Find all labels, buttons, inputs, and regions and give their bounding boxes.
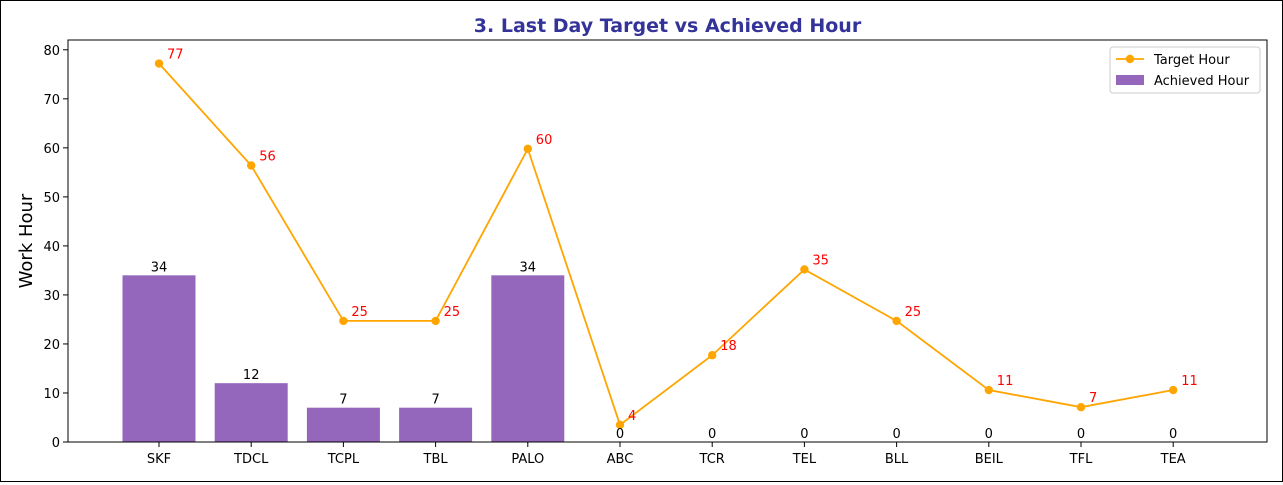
line-series <box>154 59 1178 430</box>
line-point <box>800 265 809 274</box>
line-value-label: 25 <box>444 305 461 320</box>
bar-value-label: 0 <box>616 427 624 442</box>
bar-value-label: 0 <box>800 427 808 442</box>
x-tick-label: TFL <box>1069 452 1093 467</box>
legend-bar-swatch <box>1116 75 1144 85</box>
bar-value-label: 0 <box>1077 427 1085 442</box>
x-tick-label: PALO <box>511 452 544 467</box>
y-tick-label: 10 <box>43 387 60 402</box>
legend-label-target: Target Hour <box>1153 53 1230 68</box>
bar-value-label: 34 <box>520 260 537 275</box>
line-value-label: 25 <box>905 305 922 320</box>
line-point <box>247 161 256 170</box>
bar-value-label: 0 <box>985 427 993 442</box>
line-value-label: 4 <box>628 409 636 424</box>
line-point <box>892 316 901 326</box>
bar-value-label: 0 <box>892 427 900 442</box>
x-tick-label: TBL <box>423 452 449 467</box>
line-point <box>339 316 348 326</box>
y-axis-label: Work Hour <box>16 193 37 288</box>
y-tick-label: 30 <box>43 289 60 304</box>
bar-value-label: 12 <box>243 368 260 383</box>
line-value-label: 7 <box>1089 391 1097 406</box>
bar <box>306 407 380 442</box>
bar <box>399 407 473 442</box>
y-tick-label: 40 <box>43 240 60 255</box>
x-tick-label: ABC <box>607 452 634 467</box>
line-point <box>1076 402 1086 412</box>
line-value-label: 60 <box>536 133 553 148</box>
y-tick-label: 80 <box>43 44 60 59</box>
bar <box>122 275 196 442</box>
legend: Target Hour Achieved Hour <box>1109 46 1261 94</box>
legend-label-achieved: Achieved Hour <box>1154 74 1250 89</box>
bar-value-label: 34 <box>151 260 168 275</box>
legend-box <box>1109 46 1261 94</box>
x-tick-label: SKF <box>147 452 171 467</box>
line-value-label: 25 <box>351 305 368 320</box>
bar-value-label: 0 <box>708 427 716 442</box>
x-tick-label: TCR <box>699 452 725 467</box>
bar-value-label: 7 <box>339 393 347 408</box>
target-line <box>158 62 1174 427</box>
legend-line-marker <box>1125 54 1135 64</box>
y-tick-label: 60 <box>43 142 60 157</box>
bar <box>214 383 288 442</box>
y-tick-label: 20 <box>43 338 60 353</box>
plot-frame <box>67 39 1268 443</box>
y-tick-label: 70 <box>43 93 60 108</box>
bar-value-label: 7 <box>431 393 439 408</box>
line-point <box>615 420 625 430</box>
x-tick-label: TDCL <box>233 452 269 467</box>
x-tick-label: BLL <box>885 452 909 467</box>
y-tick-label: 0 <box>52 436 60 451</box>
line-point <box>1169 385 1178 395</box>
line-value-label: 11 <box>997 374 1014 389</box>
x-tick-label: TCPL <box>327 452 360 467</box>
line-value-label: 77 <box>167 48 184 63</box>
bar <box>491 275 565 442</box>
y-tick-label: 50 <box>43 191 60 206</box>
line-value-label: 11 <box>1181 374 1198 389</box>
line-value-label: 18 <box>720 339 737 354</box>
x-tick-label: TEA <box>1160 452 1186 467</box>
bar-series <box>122 275 565 442</box>
line-point <box>154 59 164 68</box>
line-value-label: 35 <box>812 253 829 268</box>
x-tick-label: TEL <box>792 452 817 467</box>
bar-value-label: 0 <box>1169 427 1177 442</box>
line-point <box>523 144 532 154</box>
chart-title: 3. Last Day Target vs Achieved Hour <box>474 15 862 37</box>
line-point <box>708 351 717 360</box>
line-point <box>431 316 440 326</box>
line-value-label: 56 <box>259 150 276 165</box>
x-tick-label: BEIL <box>975 452 1004 467</box>
line-point <box>984 385 993 395</box>
